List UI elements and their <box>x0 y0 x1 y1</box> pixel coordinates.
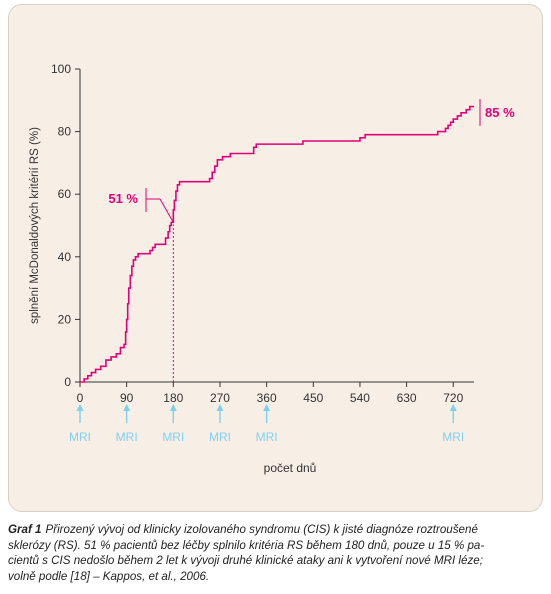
chart: 0 20 40 60 80 100 0 90 180 270 360 450 540 630 720 spln… <box>29 62 515 475</box>
x-axis-title: počet dnů <box>264 461 317 475</box>
mri-label: MRI <box>209 430 231 444</box>
annotation-85-label: 85 % <box>485 105 515 120</box>
mri-arrow-icon <box>123 404 131 411</box>
y-tick-label: 20 <box>58 312 72 326</box>
x-tick-label: 450 <box>303 391 323 405</box>
x-tick-label: 270 <box>210 391 230 405</box>
caption-line-3: cientů s CIS nedošlo během 2 let k vývoj… <box>8 554 483 567</box>
x-tick-label: 540 <box>350 391 370 405</box>
figure-caption: Graf 1 Přirozený vývoj od klinicky izolov… <box>8 522 548 584</box>
x-tick-label: 180 <box>163 391 183 405</box>
mri-arrow-icon <box>263 404 271 411</box>
x-tick-label: 90 <box>120 391 134 405</box>
caption-label: Graf 1 <box>8 523 42 536</box>
mri-label: MRI <box>69 430 91 444</box>
y-tick-label: 0 <box>64 375 71 389</box>
caption-line-2: sklerózy (RS). 51 % pacientů bez léčby s… <box>8 538 485 552</box>
y-tick-label: 80 <box>58 125 72 139</box>
mri-arrow-icon <box>169 404 177 411</box>
annotation-51-label: 51 % <box>108 191 138 206</box>
annotation-51-leader <box>159 198 174 223</box>
y-axis-title: splnění McDonaldových kritérií RS (%) <box>29 127 41 324</box>
y-tick-label: 100 <box>51 62 71 76</box>
mri-arrow-icon <box>449 404 457 411</box>
x-tick-label: 360 <box>257 391 277 405</box>
mri-label: MRI <box>256 430 278 444</box>
caption-line-4: volně podle [18] – Kappos, et al., 2006. <box>8 569 210 583</box>
x-tick-label: 720 <box>443 391 463 405</box>
x-tick-label: 0 <box>77 391 84 405</box>
x-tick-label: 630 <box>397 391 417 405</box>
y-tick-label: 60 <box>58 187 72 201</box>
caption-line-1: Přirozený vývoj od klinicky izolovaného … <box>45 523 478 536</box>
series-line-0 <box>80 105 474 383</box>
mri-arrow-icon <box>76 404 84 411</box>
chart-panel <box>8 4 543 512</box>
mri-arrow-icon <box>216 404 224 411</box>
mri-label: MRI <box>116 430 138 444</box>
y-tick-label: 40 <box>58 250 72 264</box>
mri-label: MRI <box>162 430 184 444</box>
mri-label: MRI <box>442 430 464 444</box>
